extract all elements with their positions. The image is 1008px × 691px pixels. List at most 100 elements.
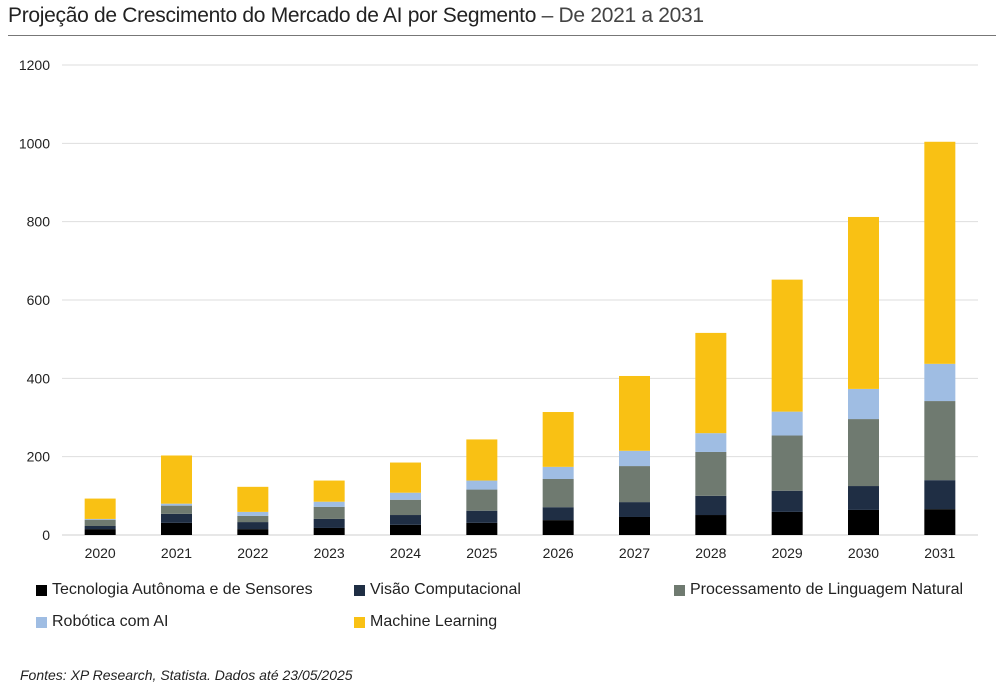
bar-segment [313, 527, 345, 535]
x-tick-label: 2021 [161, 545, 192, 561]
bar-segment [848, 388, 879, 420]
bar-segment [237, 486, 269, 512]
y-tick-label: 800 [27, 214, 51, 230]
bar-segment [466, 522, 498, 535]
x-tick-label: 2026 [543, 545, 574, 561]
x-tick-label: 2030 [848, 545, 879, 561]
x-tick-label: 2025 [466, 545, 497, 561]
bar-segment [466, 489, 498, 511]
bar-segment [542, 520, 574, 535]
legend-swatch [674, 584, 685, 596]
bar-segment [237, 529, 269, 535]
bar-segment [848, 419, 879, 487]
legend-swatch [36, 616, 47, 628]
bar-segment [542, 478, 574, 508]
bar-segment [84, 498, 116, 519]
bar-segment [848, 216, 879, 389]
bar-segment [466, 439, 498, 481]
bar-segment [924, 480, 956, 510]
bar-segment [695, 451, 727, 496]
legend-label: Visão Computacional [370, 581, 521, 598]
bar-segment [390, 524, 421, 535]
bar-segment [84, 519, 116, 526]
y-tick-label: 1000 [19, 135, 50, 151]
legend-label: Processamento de Linguagem Natural [690, 581, 964, 598]
bar-segment [848, 509, 879, 535]
bar-segment [619, 466, 650, 503]
bar-segment [771, 411, 803, 436]
bar-segment [313, 506, 345, 519]
legend-item-2: Processamento de Linguagem Natural [674, 581, 963, 599]
title-subtitle: – De 2021 a 2031 [541, 4, 704, 27]
bar-segment [924, 363, 956, 402]
legend-item-3: Robótica com AI [36, 613, 169, 631]
title-main: Projeção de Crescimento do Mercado de AI… [8, 4, 537, 27]
x-tick-label: 2022 [237, 545, 268, 561]
bar-segment [313, 480, 345, 502]
legend-swatch [354, 616, 365, 628]
bar-segment [390, 515, 421, 525]
legend-label: Tecnologia Autônoma e de Sensores [52, 581, 313, 598]
bar-segment [161, 522, 192, 535]
bar-segment [542, 412, 574, 467]
bar-segment [466, 510, 498, 523]
x-tick-label: 2028 [695, 545, 726, 561]
y-tick-label: 400 [27, 370, 51, 386]
bar-segment [924, 401, 956, 481]
bar-segment [84, 529, 116, 535]
bar-segment [695, 515, 727, 535]
bar-segment [848, 486, 879, 510]
bar-segment [771, 511, 803, 535]
chart-title: Projeção de Crescimento do Mercado de AI… [8, 4, 704, 28]
legend-item-0: Tecnologia Autônoma e de Sensores [36, 581, 313, 599]
bar-segment [84, 518, 116, 520]
y-tick-label: 0 [42, 527, 50, 543]
bar-segment [237, 522, 269, 530]
bar-segment [161, 505, 192, 514]
bar-segment [161, 455, 192, 504]
y-tick-label: 1200 [19, 57, 50, 73]
bar-segment [237, 515, 269, 523]
source-footnote: Fontes: XP Research, Statista. Dados até… [20, 667, 353, 683]
legend-label: Machine Learning [370, 613, 498, 630]
bar-segment [542, 507, 574, 521]
bar-segment [313, 518, 345, 528]
bar-segment [390, 462, 421, 493]
bar-segment [313, 501, 345, 507]
bar-segment [466, 480, 498, 490]
bar-segment [771, 435, 803, 491]
bar-segment [390, 499, 421, 516]
bar-segment [619, 450, 650, 467]
y-tick-label: 600 [27, 292, 51, 308]
y-tick-label: 200 [27, 449, 51, 465]
x-tick-label: 2020 [85, 545, 116, 561]
bar-segment [924, 141, 956, 364]
bar-segment [695, 332, 727, 434]
x-tick-label: 2023 [314, 545, 345, 561]
x-tick-label: 2027 [619, 545, 650, 561]
x-tick-label: 2029 [772, 545, 803, 561]
legend-swatch [36, 584, 47, 596]
bar-segment [390, 492, 421, 500]
bar-segment [542, 466, 574, 479]
bar-segment [771, 490, 803, 512]
legend-swatch [354, 584, 365, 596]
bar-segment [695, 495, 727, 516]
bar-segment [924, 509, 956, 535]
title-divider [8, 35, 996, 36]
x-tick-label: 2031 [924, 545, 955, 561]
bar-segment [161, 513, 192, 523]
bar-segment [771, 279, 803, 412]
legend-item-4: Machine Learning [354, 613, 497, 631]
bar-segment [84, 525, 116, 530]
x-tick-label: 2024 [390, 545, 421, 561]
bar-segment [695, 433, 727, 452]
bar-segment [619, 502, 650, 517]
bar-segment [161, 503, 192, 506]
bar-segment [619, 516, 650, 535]
legend-item-1: Visão Computacional [354, 581, 521, 599]
bar-segment [237, 511, 269, 516]
legend-label: Robótica com AI [52, 613, 169, 630]
bar-segment [619, 375, 650, 451]
